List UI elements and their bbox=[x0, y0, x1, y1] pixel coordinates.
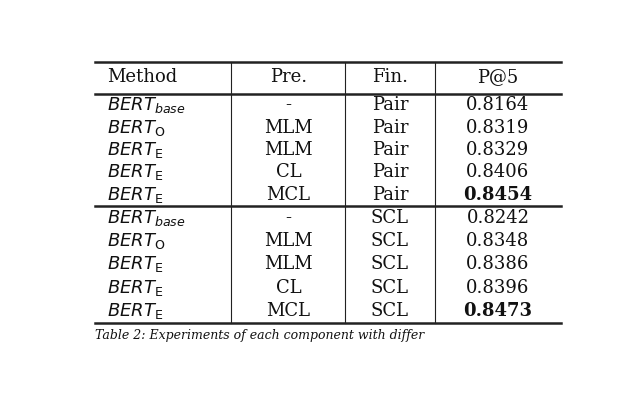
Text: $BERT_{\mathrm{O}}$: $BERT_{\mathrm{O}}$ bbox=[108, 231, 166, 251]
Text: -: - bbox=[285, 209, 291, 227]
Text: Fin.: Fin. bbox=[372, 68, 408, 86]
Text: Pair: Pair bbox=[372, 119, 408, 137]
Text: CL: CL bbox=[275, 163, 301, 182]
Text: 0.8406: 0.8406 bbox=[467, 163, 529, 182]
Text: $BERT_{base}$: $BERT_{base}$ bbox=[108, 208, 186, 228]
Text: SCL: SCL bbox=[371, 279, 409, 297]
Text: Pair: Pair bbox=[372, 163, 408, 182]
Text: $BERT_{\mathrm{E}}$: $BERT_{\mathrm{E}}$ bbox=[108, 254, 164, 274]
Text: MLM: MLM bbox=[264, 141, 312, 159]
Text: 0.8242: 0.8242 bbox=[467, 209, 529, 227]
Text: Pair: Pair bbox=[372, 186, 408, 204]
Text: 0.8473: 0.8473 bbox=[463, 302, 532, 320]
Text: $BERT_{\mathrm{E}}$: $BERT_{\mathrm{E}}$ bbox=[108, 185, 164, 205]
Text: 0.8396: 0.8396 bbox=[466, 279, 529, 297]
Text: Table 2: Experiments of each component with differ: Table 2: Experiments of each component w… bbox=[95, 329, 424, 342]
Text: SCL: SCL bbox=[371, 255, 409, 273]
Text: SCL: SCL bbox=[371, 302, 409, 320]
Text: $BERT_{\mathrm{E}}$: $BERT_{\mathrm{E}}$ bbox=[108, 301, 164, 321]
Text: P@5: P@5 bbox=[477, 68, 518, 86]
Text: Pair: Pair bbox=[372, 96, 408, 114]
Text: SCL: SCL bbox=[371, 232, 409, 250]
Text: $BERT_{\mathrm{E}}$: $BERT_{\mathrm{E}}$ bbox=[108, 162, 164, 182]
Text: 0.8386: 0.8386 bbox=[466, 255, 529, 273]
Text: MLM: MLM bbox=[264, 232, 312, 250]
Text: 0.8164: 0.8164 bbox=[467, 96, 529, 114]
Text: $BERT_{\mathrm{O}}$: $BERT_{\mathrm{O}}$ bbox=[108, 118, 166, 138]
Text: Method: Method bbox=[108, 68, 177, 86]
Text: MCL: MCL bbox=[266, 186, 310, 204]
Text: MLM: MLM bbox=[264, 255, 312, 273]
Text: Pre.: Pre. bbox=[269, 68, 307, 86]
Text: Pair: Pair bbox=[372, 141, 408, 159]
Text: 0.8329: 0.8329 bbox=[467, 141, 529, 159]
Text: 0.8319: 0.8319 bbox=[466, 119, 529, 137]
Text: CL: CL bbox=[275, 279, 301, 297]
Text: -: - bbox=[285, 96, 291, 114]
Text: 0.8454: 0.8454 bbox=[463, 186, 532, 204]
Text: MLM: MLM bbox=[264, 119, 312, 137]
Text: $BERT_{base}$: $BERT_{base}$ bbox=[108, 95, 186, 115]
Text: SCL: SCL bbox=[371, 209, 409, 227]
Text: 0.8348: 0.8348 bbox=[467, 232, 529, 250]
Text: $BERT_{\mathrm{E}}$: $BERT_{\mathrm{E}}$ bbox=[108, 140, 164, 160]
Text: MCL: MCL bbox=[266, 302, 310, 320]
Text: $BERT_{\mathrm{E}}$: $BERT_{\mathrm{E}}$ bbox=[108, 277, 164, 298]
